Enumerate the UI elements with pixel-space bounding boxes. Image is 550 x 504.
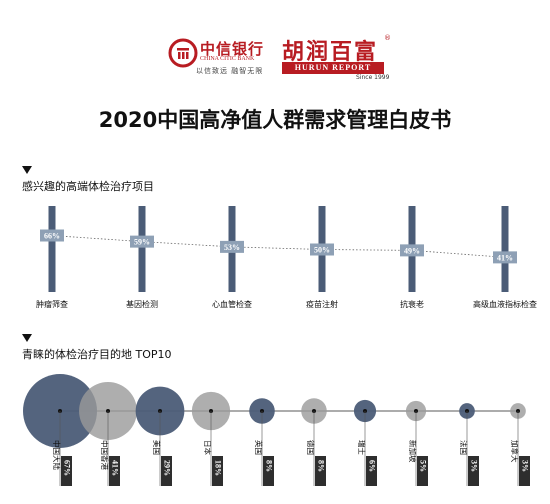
pct-badge <box>417 456 428 486</box>
destination-label: 新加坡 <box>408 440 418 463</box>
hurun-name: 胡润百富 <box>282 40 379 65</box>
destination-label: 德国 <box>306 440 316 455</box>
section-title-destinations: 青睐的体检治疗目的地 TOP10 <box>22 348 172 361</box>
section-arrow-icon <box>22 334 32 342</box>
value-label: 59% <box>134 238 150 247</box>
destination-pct: 6% <box>368 460 377 472</box>
value-badge <box>40 229 64 242</box>
pct-badge <box>519 456 530 486</box>
pct-badge <box>263 456 274 486</box>
category-label: 心血管检查 <box>212 299 252 309</box>
destination-label: 瑞士 <box>357 440 367 455</box>
section-title-treatments: 感兴趣的高端体检治疗项目 <box>22 180 154 193</box>
value-label: 66% <box>44 232 60 241</box>
destination-pct: 8% <box>317 460 326 472</box>
destination-pct: 41% <box>111 460 120 476</box>
pct-badge <box>468 456 479 486</box>
destination-pct: 3% <box>470 460 479 472</box>
citic-name-en: CHINA CITIC BANK <box>200 56 255 62</box>
pct-badge <box>109 456 120 486</box>
category-label: 抗衰老 <box>400 299 424 309</box>
citic-name: 中信银行 <box>200 40 265 58</box>
hurun-since: Since 1999 <box>356 74 390 81</box>
destination-pct: 67% <box>63 460 72 476</box>
hurun-name-en: HURUN REPORT <box>282 62 384 74</box>
destination-pct: 5% <box>419 460 428 472</box>
category-label: 肿瘤筛查 <box>36 299 68 309</box>
destination-label: 英国 <box>254 440 264 455</box>
value-badge <box>310 243 334 256</box>
pct-badge <box>366 456 377 486</box>
treatment-pillar <box>48 206 56 292</box>
category-label: 高级血液指标检查 <box>473 299 537 309</box>
destination-pct: 3% <box>521 460 530 472</box>
trend-line <box>51 235 506 258</box>
pct-badge <box>315 456 326 486</box>
destination-pct: 8% <box>265 460 274 472</box>
value-label: 41% <box>497 253 513 262</box>
pct-badge <box>212 456 223 486</box>
citic-logo-icon <box>168 38 198 68</box>
destination-label: 中国香港 <box>100 440 110 470</box>
value-badge <box>493 251 517 264</box>
value-badge <box>400 244 424 257</box>
destination-label: 美国 <box>152 440 162 455</box>
category-label: 疫苗注射 <box>306 299 338 309</box>
section-arrow-icon <box>22 166 32 174</box>
destination-label: 日本 <box>203 440 213 455</box>
category-label: 基因检测 <box>126 299 158 309</box>
treatment-pillar <box>138 206 146 292</box>
destination-label: 中国大陆 <box>52 440 62 470</box>
destination-pct: 29% <box>163 460 172 476</box>
destination-pct: 18% <box>214 460 223 476</box>
destination-label: 加拿大 <box>510 440 520 463</box>
value-label: 53% <box>224 243 240 252</box>
value-badge <box>130 235 154 248</box>
header: 中信银行 CHINA CITIC BANK 以信致远 融智无限 胡润百富 ® H… <box>0 0 550 90</box>
treatment-pillar <box>501 206 509 292</box>
value-label: 49% <box>404 246 420 255</box>
value-badge <box>220 240 244 253</box>
hurun-registered-mark: ® <box>384 34 391 42</box>
pct-badge <box>161 456 172 486</box>
citic-slogan: 以信致远 融智无限 <box>196 67 264 75</box>
destination-label: 法国 <box>459 440 469 455</box>
value-label: 50% <box>314 246 330 255</box>
pct-badge <box>61 456 72 486</box>
page-title: 2020中国高净值人群需求管理白皮书 <box>98 108 452 132</box>
